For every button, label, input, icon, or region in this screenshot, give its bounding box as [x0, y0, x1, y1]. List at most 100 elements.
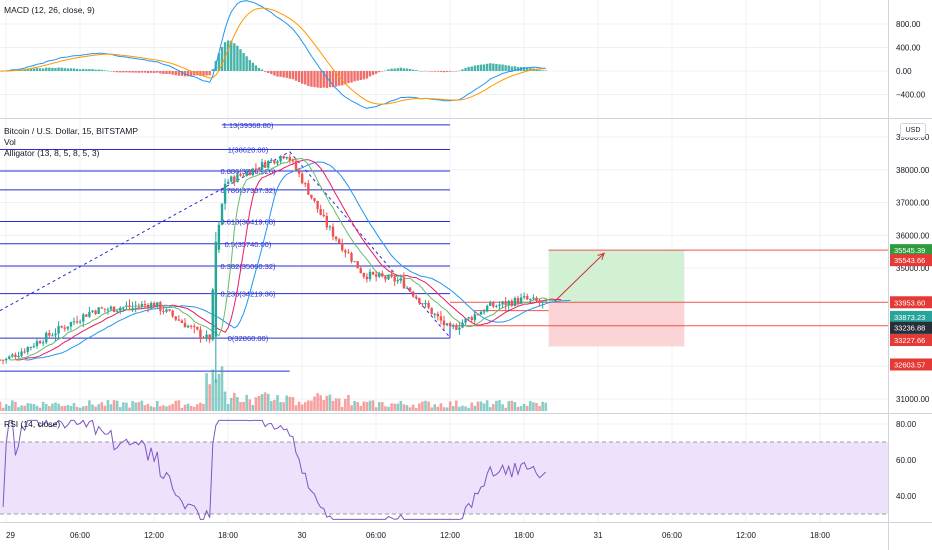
volume-bar [91, 404, 94, 411]
volume-bar [501, 404, 504, 411]
macd-histogram-bar [356, 71, 359, 81]
volume-bar [291, 397, 295, 411]
candle-body [430, 307, 433, 315]
candle-body [159, 302, 162, 311]
candle-body [356, 261, 359, 269]
macd-histogram-bar [347, 71, 350, 84]
volume-bar [217, 373, 221, 411]
candle-body [196, 326, 199, 330]
macd-histogram-bar [507, 65, 510, 71]
macd-histogram-bar [374, 71, 378, 74]
alligator-teeth-line [15, 159, 562, 361]
macd-histogram-bar [393, 68, 396, 71]
candle-body [109, 306, 113, 310]
candle-body [331, 226, 335, 237]
volume-bar [44, 404, 48, 411]
volume-bar [427, 401, 430, 411]
volume-bar [473, 405, 477, 411]
candle-body [442, 320, 446, 326]
candle-body [467, 317, 470, 319]
volume-bar [384, 406, 387, 411]
volume-bar [532, 402, 535, 411]
price-badge-label: 33227.66 [894, 336, 925, 345]
candle-body [532, 297, 535, 299]
candle-body [78, 321, 82, 323]
volume-bar [134, 402, 137, 411]
macd-histogram-bar [529, 68, 532, 71]
macd-histogram-bar [464, 68, 467, 71]
candle-body [41, 342, 45, 344]
macd-histogram-bar [291, 71, 295, 80]
volume-bar [433, 404, 437, 411]
candle-body [270, 159, 273, 162]
candle-body [473, 314, 477, 320]
volume-bar [455, 400, 458, 411]
volume-bar [399, 400, 403, 411]
macd-histogram-bar [535, 69, 538, 71]
macd-histogram-bar [411, 69, 415, 71]
alligator-jaw-line [24, 161, 571, 361]
macd-histogram-bar [402, 68, 406, 71]
candle-body [211, 289, 214, 340]
volume-bar [125, 402, 128, 411]
volume-bar [479, 401, 483, 411]
price-badge-label: 32603.57 [894, 360, 925, 369]
volume-bar [245, 394, 248, 411]
macd-histogram-bar [396, 68, 399, 71]
candle-body [328, 226, 332, 228]
volume-bar [313, 396, 316, 411]
macd-histogram-bar [100, 69, 103, 71]
volume-bar [340, 407, 344, 411]
volume-bar [464, 406, 467, 411]
volume-bar [220, 366, 224, 411]
currency-button[interactable]: USD [900, 123, 926, 138]
candle-body [381, 273, 384, 277]
candle-body [38, 341, 42, 344]
macd-histogram-bar [495, 64, 498, 71]
volume-bar [513, 401, 517, 411]
volume-bar [137, 402, 141, 411]
candle-body [245, 171, 248, 177]
candle-body [470, 317, 473, 320]
macd-histogram-bar [467, 66, 470, 71]
volume-bar [32, 404, 36, 411]
candle-body [131, 306, 134, 308]
macd-histogram-bar [41, 68, 45, 71]
alligator-lips-line [9, 157, 556, 361]
macd-histogram-bar [217, 53, 221, 71]
volume-bar [307, 400, 310, 411]
volume-bar [285, 395, 289, 411]
volume-bar [436, 406, 440, 411]
volume-bar [310, 400, 313, 411]
volume-bar [4, 404, 8, 411]
volume-bar [482, 403, 486, 411]
candles [0, 154, 547, 383]
candle-body [226, 181, 230, 184]
macd-histogram-bar [112, 71, 116, 72]
candle-body [220, 203, 224, 225]
macd-histogram-bar [54, 68, 57, 71]
macd-histogram-bar [233, 43, 236, 71]
candle-body [171, 310, 174, 317]
candle-body [128, 305, 131, 307]
macd-histogram-bar [489, 63, 492, 71]
candle-body [526, 296, 529, 300]
candle-body [418, 297, 421, 304]
macd-histogram-bar [236, 45, 239, 71]
volume-bar [48, 406, 51, 411]
macd-histogram-bar [341, 71, 344, 86]
candle-body [217, 224, 221, 250]
volume-bar [538, 406, 541, 411]
volume-bar [226, 403, 230, 411]
volume-bar [445, 407, 449, 411]
volume-bar [109, 404, 113, 411]
candle-body [189, 325, 193, 327]
candle-body [156, 302, 159, 307]
macd-histogram-bar [48, 67, 51, 71]
macd-histogram-bar [504, 65, 507, 71]
macd-histogram-bar [51, 67, 54, 71]
candle-body [122, 307, 125, 309]
macd-histogram-bar [63, 68, 66, 71]
candle-body [307, 183, 310, 195]
